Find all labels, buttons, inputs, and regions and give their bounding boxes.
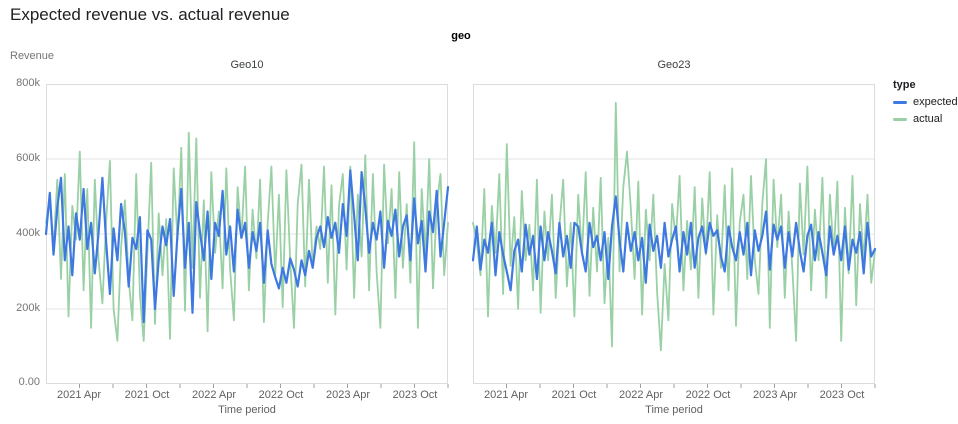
line-chart-panel-geo23[interactable]	[471, 84, 877, 388]
expected-series-line[interactable]	[44, 169, 450, 324]
line-chart-svg-geo23[interactable]	[471, 84, 877, 388]
x-axis-title-geo10: Time period	[218, 404, 276, 416]
x-tick-labels-geo23: 2021 Apr 2021 Oct 2022 Apr 2022 Oct 2023 Apr…	[473, 389, 875, 403]
x-tick-label: 2022 Apr	[618, 389, 664, 401]
legend-label-expected: expected	[913, 96, 958, 108]
x-tick-label: 2021 Oct	[124, 389, 170, 401]
x-tick-label: 2021 Apr	[483, 389, 529, 401]
legend-item-expected: expected	[893, 96, 958, 108]
x-tick-label: 2021 Apr	[56, 389, 102, 401]
x-tick-label: 2022 Oct	[685, 389, 731, 401]
actual-series-line[interactable]	[472, 101, 876, 352]
y-tick-label: 0.00	[18, 376, 40, 388]
x-tick-label: 2023 Oct	[392, 389, 438, 401]
y-axis-title: Revenue	[10, 50, 55, 62]
x-axis-title-geo23: Time period	[645, 404, 703, 416]
x-tick-labels-geo10: 2021 Apr 2021 Oct 2022 Apr 2022 Oct 2023 Apr…	[46, 389, 448, 403]
actual-series-swatch-icon	[893, 117, 907, 121]
expected-series-line[interactable]	[471, 195, 877, 292]
expected-series-swatch-icon	[893, 100, 907, 104]
panel-title-geo10: Geo10	[230, 59, 264, 71]
legend-title: type	[893, 79, 916, 91]
y-tick-label: 400k	[16, 227, 40, 239]
y-tick-label: 600k	[16, 152, 40, 164]
x-tick-label: 2023 Apr	[325, 389, 371, 401]
x-tick-label: 2022 Apr	[191, 389, 237, 401]
page-title: Expected revenue vs. actual revenue	[10, 5, 290, 24]
y-tick-label: 200k	[16, 302, 40, 314]
legend: type expected actual	[893, 79, 958, 125]
x-tick-label: 2022 Oct	[258, 389, 304, 401]
line-chart-svg-geo10[interactable]	[44, 84, 450, 388]
legend-item-actual: actual	[893, 113, 955, 125]
x-tick-label: 2021 Oct	[551, 389, 597, 401]
y-tick-label: 800k	[16, 77, 40, 89]
x-tick-label: 2023 Oct	[819, 389, 865, 401]
x-tick-label: 2023 Apr	[752, 389, 798, 401]
facet-field-header: geo	[451, 30, 471, 42]
panel-title-geo23: Geo23	[657, 59, 691, 71]
actual-series-line[interactable]	[45, 131, 449, 342]
line-chart-panel-geo10[interactable]	[44, 84, 450, 388]
legend-label-actual: actual	[913, 113, 943, 125]
panel-border	[473, 84, 875, 384]
